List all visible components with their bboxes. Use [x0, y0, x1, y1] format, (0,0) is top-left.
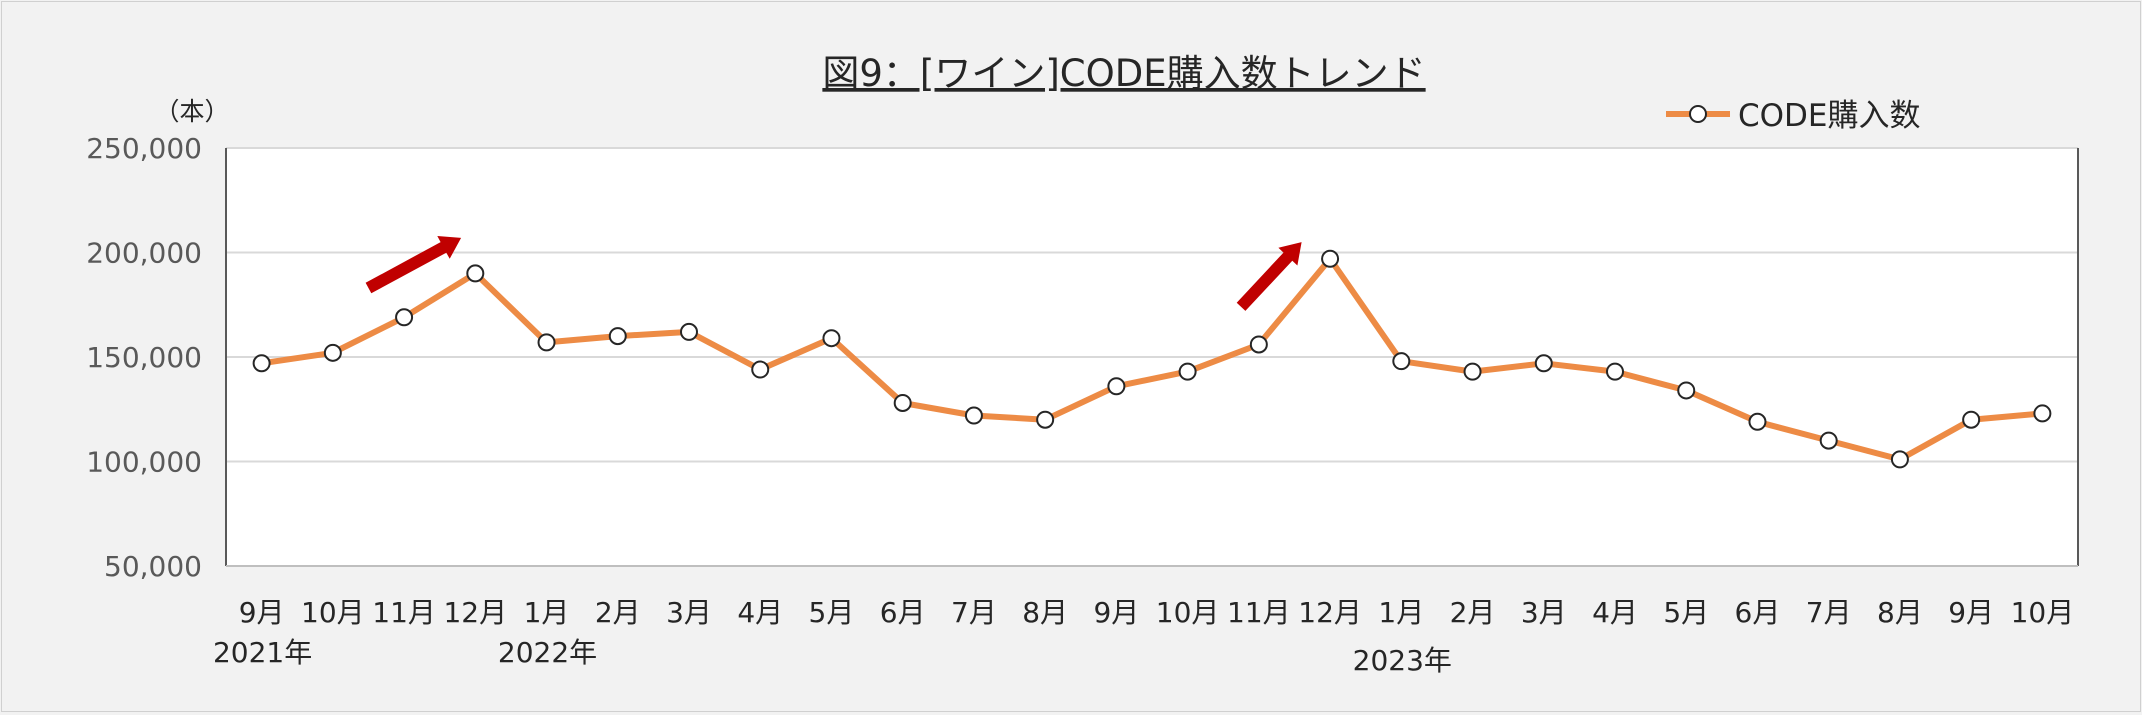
data-point	[751, 360, 770, 379]
y-axis-tick-labels: 50,000 100,000 150,000 200,000 250,000	[86, 132, 202, 583]
y-tick-label: 200,000	[86, 237, 202, 270]
data-point	[1962, 410, 1981, 429]
x-tick-label: 10月	[2011, 596, 2075, 629]
data-point	[252, 354, 271, 373]
data-point	[1392, 352, 1411, 371]
data-point	[1249, 335, 1268, 354]
x-tick-label: 7月	[951, 596, 997, 629]
data-point	[1748, 412, 1767, 431]
trend-arrow	[365, 236, 462, 294]
x-tick-label: 12月	[443, 596, 507, 629]
data-point	[537, 333, 556, 352]
year-label: 2022年	[498, 636, 597, 669]
year-label: 2023年	[1353, 644, 1452, 677]
x-tick-label: 10月	[1156, 596, 1220, 629]
trend-arrows	[365, 236, 1302, 311]
x-tick-label: 8月	[1877, 596, 1923, 629]
data-point	[1036, 410, 1055, 429]
data-point	[1178, 362, 1197, 381]
chart-title: 図9：[ワイン]CODE購入数トレンド	[822, 52, 1425, 95]
x-axis-year-labels: 2021年 2022年 2023年	[213, 636, 1452, 677]
x-tick-label: 11月	[372, 596, 436, 629]
data-point	[2033, 404, 2052, 423]
x-tick-label: 7月	[1806, 596, 1852, 629]
data-point	[1606, 362, 1624, 381]
gridlines	[226, 147, 2078, 463]
data-point	[680, 322, 698, 341]
data-point	[1107, 377, 1126, 396]
series-line	[258, 255, 2046, 463]
x-tick-label: 1月	[524, 596, 570, 629]
x-tick-label: 6月	[880, 596, 926, 629]
data-point	[395, 308, 414, 327]
y-axis-unit-label: （本）	[154, 97, 229, 126]
x-tick-label: 3月	[666, 596, 712, 629]
x-tick-label: 5月	[809, 596, 855, 629]
data-point	[822, 329, 841, 348]
year-label: 2021年	[213, 636, 312, 669]
data-point	[608, 327, 627, 346]
x-tick-label: 2月	[1450, 596, 1496, 629]
data-point	[1534, 354, 1553, 373]
data-point	[466, 264, 485, 283]
trend-arrow	[1236, 242, 1302, 311]
x-tick-label: 3月	[1521, 596, 1567, 629]
x-tick-label: 9月	[239, 596, 285, 629]
axes	[225, 148, 2079, 567]
data-point	[323, 343, 342, 362]
x-tick-label: 5月	[1663, 596, 1709, 629]
y-tick-label: 250,000	[86, 132, 202, 165]
x-tick-label: 12月	[1298, 596, 1362, 629]
data-point	[1819, 431, 1838, 450]
data-point	[1321, 249, 1340, 268]
legend-label: CODE購入数	[1738, 98, 1921, 134]
x-tick-label: 11月	[1227, 596, 1291, 629]
x-tick-label: 2月	[595, 596, 641, 629]
data-point	[1890, 450, 1909, 469]
x-tick-label: 4月	[737, 596, 783, 629]
series-code-purchases	[252, 249, 2052, 469]
y-tick-label: 100,000	[86, 446, 202, 479]
data-point	[893, 393, 912, 412]
x-tick-label: 8月	[1022, 596, 1068, 629]
x-tick-label: 6月	[1735, 596, 1781, 629]
y-tick-label: 50,000	[104, 550, 202, 583]
x-tick-label: 9月	[1948, 596, 1994, 629]
x-tick-label: 4月	[1592, 596, 1638, 629]
x-tick-label: 9月	[1093, 596, 1139, 629]
data-point	[964, 406, 983, 425]
legend: CODE購入数	[1666, 98, 1921, 134]
x-axis-tick-labels: 9月 10月 11月 12月 1月 2月 3月 4月 5月 6月 7月 8月 9月 10月 11月 12月 1月…	[239, 596, 2075, 629]
data-point	[1463, 362, 1482, 381]
x-tick-label: 10月	[301, 596, 365, 629]
y-tick-label: 150,000	[86, 341, 202, 374]
x-tick-label: 1月	[1378, 596, 1424, 629]
legend-marker	[1689, 105, 1707, 123]
data-point	[1677, 381, 1696, 400]
